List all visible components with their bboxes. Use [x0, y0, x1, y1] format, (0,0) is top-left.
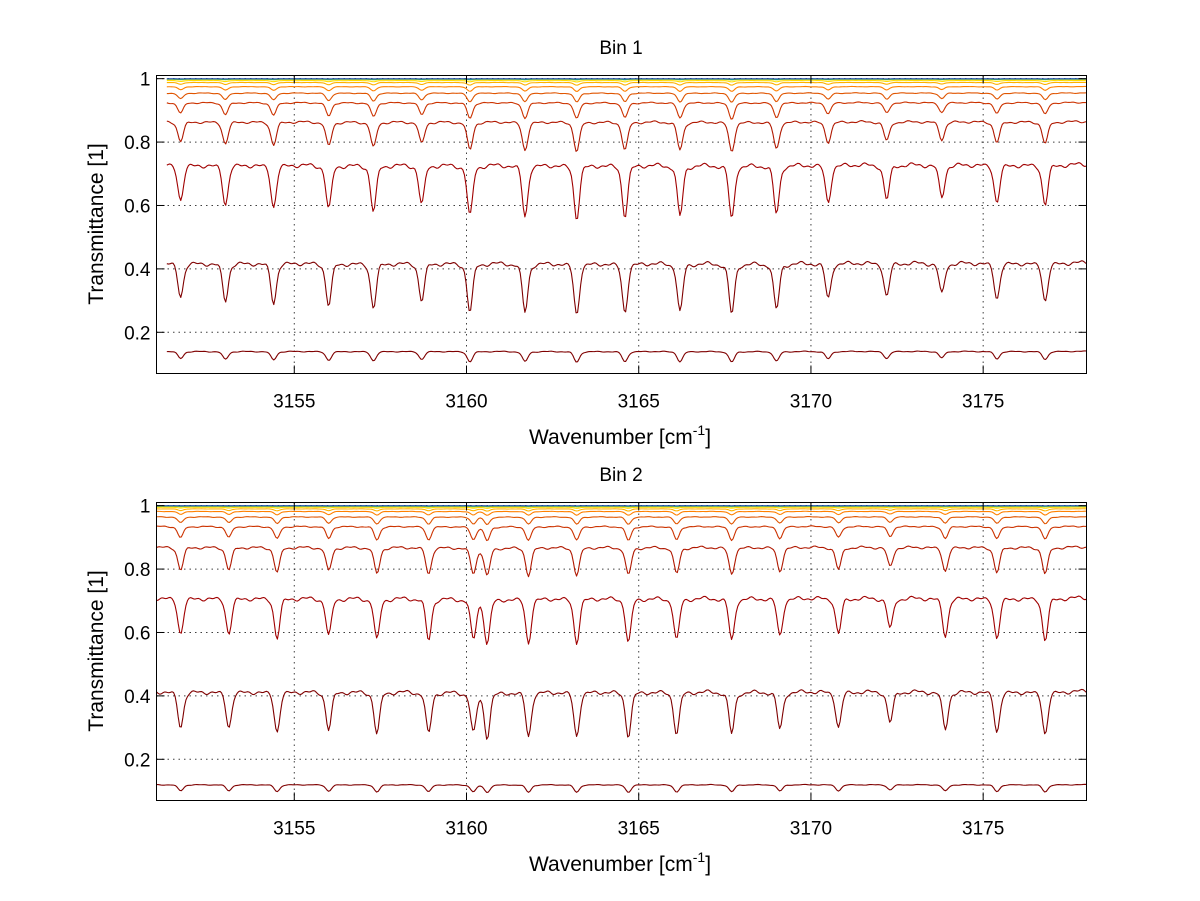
spectrum-series-9: [156, 506, 1087, 509]
spectrum-series-1: [166, 350, 1086, 363]
spectrum-series-4: [166, 120, 1087, 152]
y-tick-label: 0.2: [124, 750, 150, 771]
bin-1-title: Bin 1: [599, 38, 642, 59]
x-tick-label: 3165: [618, 819, 660, 840]
bin-2-series: [156, 505, 1087, 793]
spectrum-series-7: [166, 85, 1086, 93]
spectrum-series-8: [156, 508, 1087, 512]
spectrum-series-4: [156, 545, 1087, 578]
x-tick-label: 3160: [445, 819, 487, 840]
y-tick-label: 0.4: [124, 687, 151, 708]
y-tick-label: 0.4: [124, 260, 151, 281]
y-tick-label: 0.8: [124, 133, 150, 154]
bin-1-y-axis-label: Transmittance [1]: [85, 143, 108, 304]
spectrum-series-5: [156, 525, 1087, 542]
y-tick-label: 0.6: [124, 623, 150, 644]
x-tick-label: 3170: [790, 819, 832, 840]
x-tick-label: 3165: [618, 392, 660, 413]
bin-1-x-axis-label: Wavenumber [cm-1]: [529, 422, 711, 449]
spectrum-series-7: [156, 510, 1087, 516]
spectrum-series-2: [166, 260, 1087, 314]
y-tick-label: 0.6: [124, 196, 150, 217]
x-tick-label: 3160: [445, 392, 487, 413]
bin-2-grid: [156, 502, 1087, 801]
bin-2-x-axis-label: Wavenumber [cm-1]: [529, 849, 711, 876]
y-tick-label: 0.8: [124, 560, 150, 581]
spectrum-series-9: [166, 79, 1086, 83]
y-tick-label: 1: [140, 497, 151, 518]
bin-2-panel: Bin 2 3155 3160 3165 3170 31750.20.40.60.81 …: [85, 465, 1087, 876]
bin-1-ticks: 3155 3160 3165 3170 3175 0.2 0.4 0.6 0.8 1: [124, 70, 1087, 413]
bin-2-y-axis-label: Transmittance [1]: [85, 570, 108, 731]
bin-2-title: Bin 2: [599, 465, 642, 486]
x-tick-label: 3155: [273, 392, 315, 413]
x-tick-label: 3175: [962, 392, 1004, 413]
bin-1-axes-box: [156, 75, 1087, 374]
spectrum-series-2: [156, 688, 1087, 740]
spectrum-series-6: [156, 515, 1087, 525]
bin-1-grid: [156, 75, 1087, 374]
bin-1-panel: Bin 1 3155 3160 3165 3170 31750.20.40.60.81 …: [85, 38, 1087, 449]
y-tick-label: 0.2: [124, 323, 150, 344]
bin-1-series: [166, 78, 1087, 363]
x-tick-label: 3170: [790, 392, 832, 413]
spectrum-series-6: [166, 92, 1087, 103]
bin-2-ticks: 3155 3160 3165 3170 3175 0.2 0.4 0.6 0.8 1: [124, 497, 1087, 840]
spectrum-series-5: [166, 101, 1087, 120]
spectrum-series-1: [156, 783, 1087, 793]
y-tick-label: 1: [140, 70, 151, 91]
spectrum-series-3: [156, 595, 1087, 645]
bin-2-axes-box: [156, 502, 1087, 801]
spectrum-series-8: [166, 81, 1087, 86]
x-tick-label: 3175: [962, 819, 1004, 840]
spectrum-series-3: [166, 162, 1087, 220]
x-tick-label: 3155: [273, 819, 315, 840]
